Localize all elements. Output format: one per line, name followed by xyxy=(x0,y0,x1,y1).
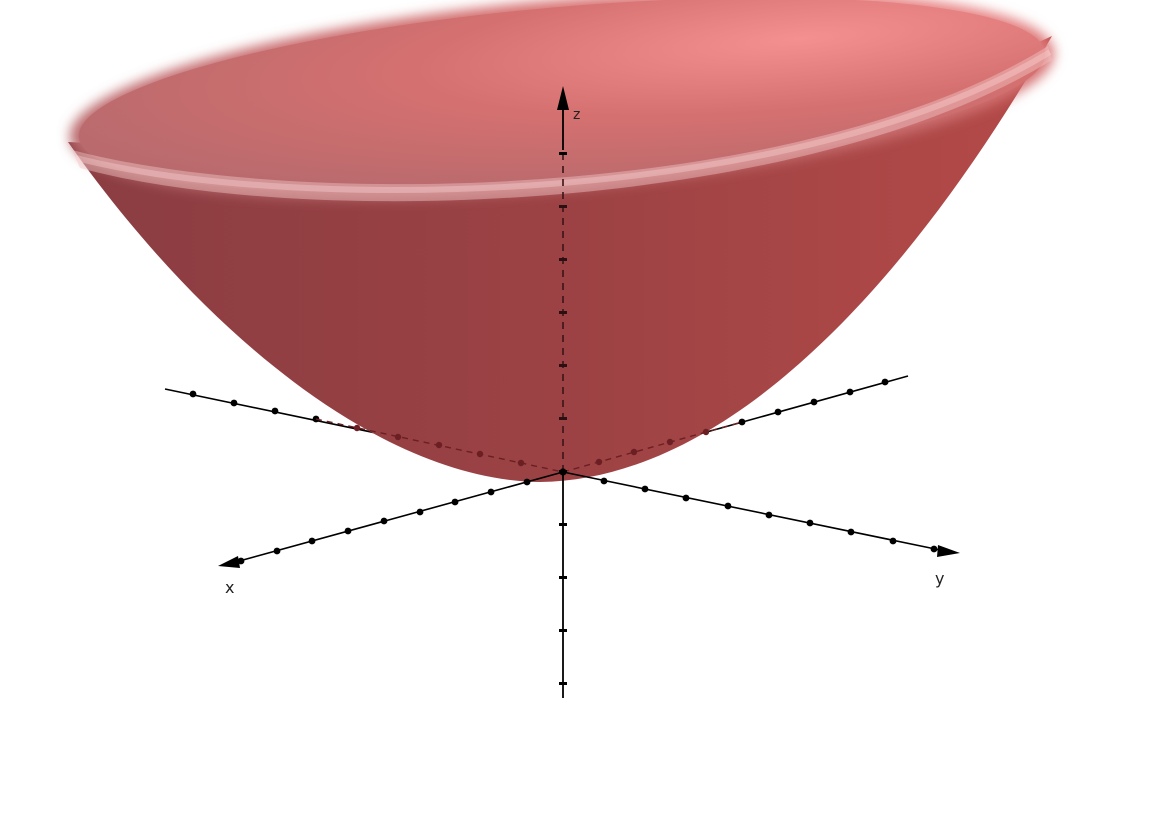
x-axis-back-ticks xyxy=(189,390,320,423)
paraboloid-surface[interactable] xyxy=(62,0,1063,482)
axes-hidden xyxy=(315,150,743,473)
origin-point xyxy=(559,468,567,476)
surface-rim xyxy=(72,46,1052,202)
z-axis-label: z xyxy=(573,107,580,123)
y-axis-front-ticks xyxy=(600,477,938,553)
x-axis-label: x xyxy=(225,578,234,597)
y-axis-label: y xyxy=(935,569,944,588)
z-axis-top: z xyxy=(557,86,580,155)
x-axis-front-ticks xyxy=(237,478,531,565)
y-axis-back-ticks xyxy=(738,378,889,426)
axes-front: x y xyxy=(218,468,960,698)
